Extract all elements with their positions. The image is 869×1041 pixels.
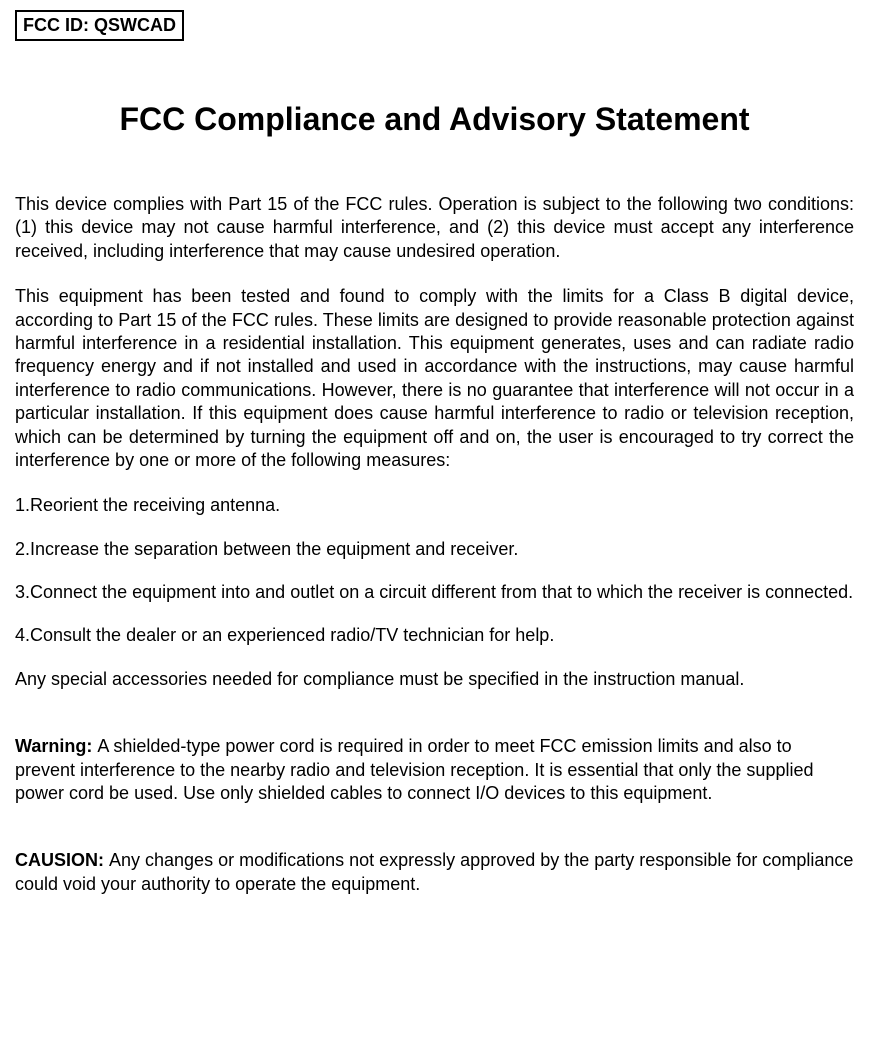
paragraph-accessories: Any special accessories needed for compl… xyxy=(15,668,854,691)
measure-item-2: 2.Increase the separation between the eq… xyxy=(15,538,854,561)
warning-block: Warning: A shielded-type power cord is r… xyxy=(15,735,854,805)
warning-label: Warning: xyxy=(15,736,97,756)
measure-item-1: 1.Reorient the receiving antenna. xyxy=(15,494,854,517)
caution-block: CAUSION: Any changes or modifications no… xyxy=(15,849,854,896)
spacer xyxy=(15,827,854,849)
paragraph-equipment: This equipment has been tested and found… xyxy=(15,285,854,472)
paragraph-compliance: This device complies with Part 15 of the… xyxy=(15,193,854,263)
caution-label: CAUSION: xyxy=(15,850,109,870)
warning-text: A shielded-type power cord is required i… xyxy=(15,736,814,803)
fcc-id-box: FCC ID: QSWCAD xyxy=(15,10,184,41)
measure-item-4: 4.Consult the dealer or an experienced r… xyxy=(15,624,854,647)
page-title: FCC Compliance and Advisory Statement xyxy=(15,101,854,138)
caution-text: Any changes or modifications not express… xyxy=(15,850,853,893)
measure-item-3: 3.Connect the equipment into and outlet … xyxy=(15,581,854,604)
spacer xyxy=(15,713,854,735)
